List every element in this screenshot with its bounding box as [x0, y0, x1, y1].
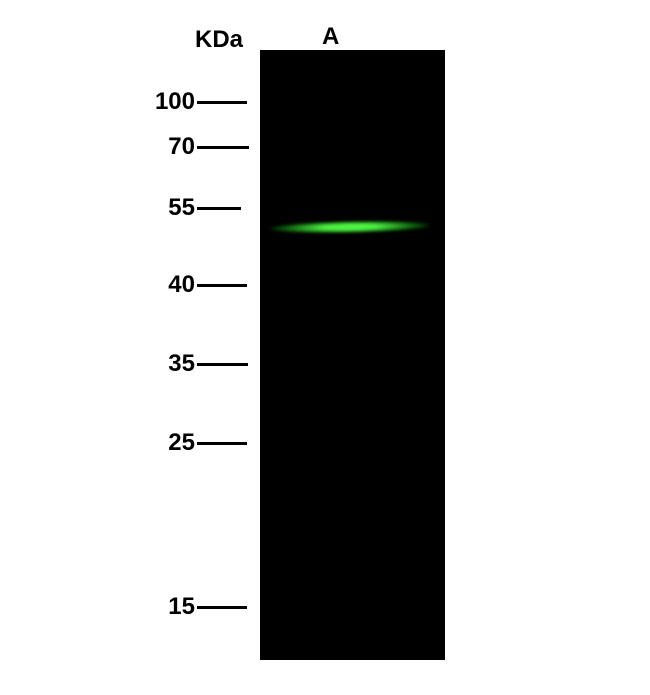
marker-row: 35 — [155, 350, 248, 378]
unit-label: KDa — [195, 26, 243, 54]
marker-label: 55 — [155, 194, 195, 222]
marker-row: 70 — [155, 133, 249, 161]
western-blot-figure: KDa A 100 70 55 40 35 25 15 — [0, 0, 650, 695]
marker-row: 40 — [155, 271, 247, 299]
lane-a-label: A — [322, 23, 339, 51]
marker-label: 100 — [140, 88, 195, 116]
marker-label: 25 — [155, 429, 195, 457]
marker-tick — [197, 284, 247, 287]
marker-label: 70 — [155, 133, 195, 161]
marker-tick — [197, 101, 247, 104]
marker-label: 40 — [155, 271, 195, 299]
marker-tick — [197, 146, 249, 149]
marker-tick — [197, 363, 248, 366]
marker-label: 35 — [155, 350, 195, 378]
marker-row: 100 — [140, 88, 247, 116]
marker-tick — [197, 606, 247, 609]
marker-row: 55 — [155, 194, 241, 222]
marker-row: 25 — [155, 429, 247, 457]
gel-lane-a — [260, 50, 445, 660]
marker-row: 15 — [155, 593, 247, 621]
marker-tick — [197, 442, 247, 445]
marker-tick — [197, 207, 241, 210]
marker-label: 15 — [155, 593, 195, 621]
